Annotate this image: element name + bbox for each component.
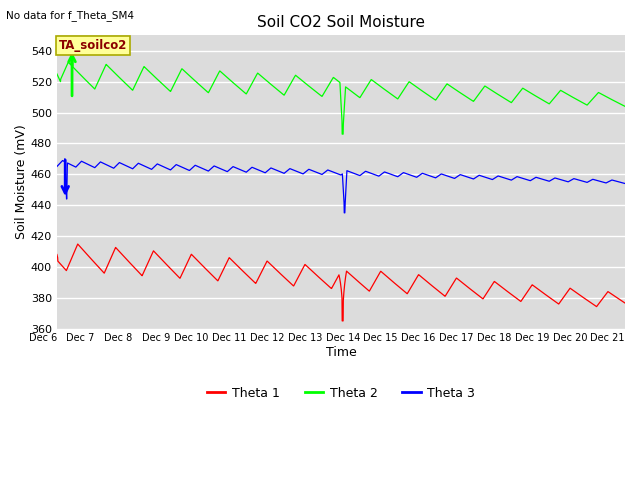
Theta 2 [118,77,125,83]
Theta 3 [340,210,348,216]
Theta 2 [271,85,279,91]
Theta 2 [621,104,629,109]
X-axis label: Time: Time [326,346,356,359]
Line: Theta 3: Theta 3 [57,159,625,213]
Theta 2 [549,96,557,102]
Theta 1 [53,252,61,257]
Theta 3 [296,169,303,175]
Theta 2 [152,75,159,81]
Theta 3 [621,180,629,186]
Theta 3 [152,163,159,168]
Line: Theta 2: Theta 2 [57,49,625,134]
Title: Soil CO2 Soil Moisture: Soil CO2 Soil Moisture [257,15,425,30]
Theta 1 [271,265,279,271]
Theta 1 [118,252,125,257]
Text: TA_soilco2: TA_soilco2 [59,39,127,52]
Y-axis label: Soil Moisture (mV): Soil Moisture (mV) [15,125,28,240]
Theta 1 [74,241,81,247]
Theta 2 [339,131,346,137]
Theta 2 [296,76,303,82]
Theta 3 [271,167,279,172]
Theta 1 [549,297,557,303]
Text: No data for f_Theta_SM4: No data for f_Theta_SM4 [6,10,134,21]
Theta 3 [61,156,68,162]
Theta 1 [296,272,303,277]
Theta 1 [621,300,629,306]
Legend: Theta 1, Theta 2, Theta 3: Theta 1, Theta 2, Theta 3 [202,382,480,405]
Theta 2 [611,98,618,104]
Theta 2 [67,47,75,52]
Theta 1 [152,250,159,256]
Theta 3 [118,161,125,167]
Theta 1 [611,293,618,299]
Theta 3 [549,176,557,182]
Theta 2 [53,71,61,77]
Theta 3 [611,178,618,183]
Theta 1 [339,318,346,324]
Theta 3 [53,164,61,169]
Line: Theta 1: Theta 1 [57,244,625,321]
